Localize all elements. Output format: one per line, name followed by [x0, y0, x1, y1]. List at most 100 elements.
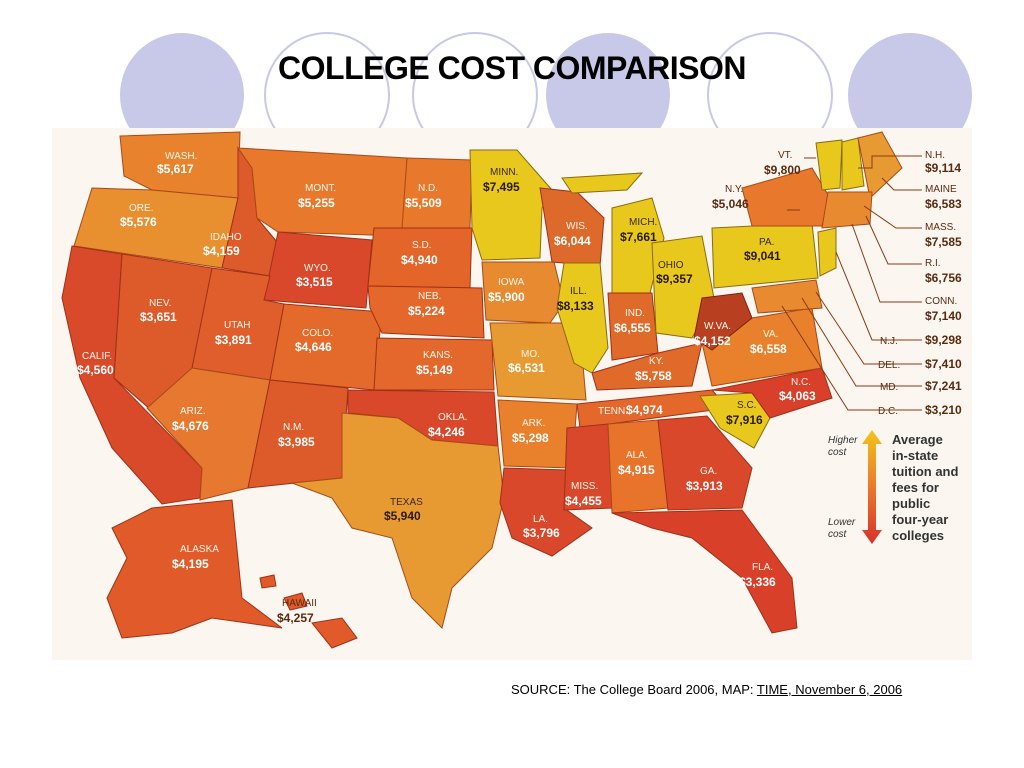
state-kans	[373, 337, 495, 391]
label-ill-cost: $8,133	[557, 299, 594, 313]
label-md-abbr: MD.	[880, 382, 898, 393]
label-mont-cost: $5,255	[298, 196, 335, 210]
label-ky-cost: $5,758	[635, 369, 672, 383]
label-mass-cost: $7,585	[925, 235, 962, 249]
label-va-abbr: VA.	[763, 329, 778, 340]
state-alaska	[106, 499, 283, 639]
legend-heading-4: fees for	[892, 480, 939, 495]
label-vt-cost: $9,800	[764, 163, 801, 177]
state-md-del	[751, 279, 823, 314]
state-nj	[817, 227, 837, 277]
label-texas-abbr: TEXAS	[390, 497, 423, 508]
label-miss-cost: $4,455	[565, 494, 602, 508]
label-la-cost: $3,796	[523, 526, 560, 540]
label-texas-cost: $5,940	[384, 509, 421, 523]
label-mo-cost: $6,531	[508, 361, 545, 375]
label-utah-abbr: UTAH	[224, 320, 250, 331]
decor-circle-5	[707, 32, 833, 140]
label-hawaii-abbr: HAWAII	[282, 598, 317, 609]
state-minn	[469, 149, 553, 261]
legend-gradient-arrow	[862, 430, 882, 544]
label-wis-abbr: WIS.	[566, 221, 588, 232]
label-okla-abbr: OKLA.	[438, 412, 467, 423]
label-sc-abbr: S.C.	[737, 400, 756, 411]
label-minn-abbr: MINN.	[490, 167, 518, 178]
state-nh	[841, 137, 865, 191]
source-link[interactable]: TIME, November 6, 2006	[756, 682, 903, 697]
label-colo-abbr: COLO.	[302, 328, 333, 339]
label-ind-abbr: IND.	[625, 308, 645, 319]
state-vt	[815, 139, 843, 191]
page-title: COLLEGE COST COMPARISON	[278, 50, 746, 86]
label-dc-abbr: D.C.	[878, 406, 898, 417]
legend-higher-1: Higher	[828, 435, 858, 446]
label-ala-abbr: ALA.	[626, 450, 648, 461]
state-nc	[711, 367, 833, 419]
label-colo-cost: $4,646	[295, 340, 332, 354]
label-conn-cost: $7,140	[925, 309, 962, 323]
legend-lower-2: cost	[828, 529, 848, 540]
state-ga	[657, 415, 753, 511]
label-va-cost: $6,558	[750, 342, 787, 356]
callout-line-nh	[858, 155, 922, 169]
legend-heading-5: public	[892, 496, 930, 511]
label-kans-abbr: KANS.	[423, 350, 453, 361]
state-maine	[857, 131, 903, 199]
label-vt-abbr: VT.	[778, 150, 792, 161]
state-fla	[611, 509, 798, 634]
legend-heading-7: colleges	[892, 528, 944, 543]
label-ariz-abbr: ARIZ.	[180, 406, 206, 417]
map-canvas: WASH. $5,617 ORE. $5,576 CALIF. $4,560 N…	[61, 131, 962, 649]
label-nj-abbr: N.J.	[880, 336, 898, 347]
label-calif-cost: $4,560	[77, 363, 114, 377]
label-ky-abbr: KY.	[649, 356, 664, 367]
label-nd-cost: $5,509	[405, 196, 442, 210]
label-ri-cost: $6,756	[925, 271, 962, 285]
label-conn-abbr: CONN.	[925, 296, 957, 307]
label-mo-abbr: MO.	[521, 349, 540, 360]
label-okla-cost: $4,246	[428, 425, 465, 439]
label-ohio-abbr: OHIO	[658, 260, 684, 271]
decor-circle-3	[412, 32, 538, 140]
label-nj-cost: $9,298	[925, 333, 962, 347]
label-neb-abbr: NEB.	[418, 291, 441, 302]
label-nd-abbr: N.D.	[418, 183, 438, 194]
callout-line-nj	[835, 251, 922, 341]
label-pa-cost: $9,041	[744, 249, 781, 263]
callout-line-mass	[863, 205, 922, 229]
label-wash-cost: $5,617	[157, 162, 194, 176]
source-citation: SOURCE: The College Board 2006, MAP: TIM…	[511, 682, 902, 697]
label-mass-abbr: MASS.	[925, 222, 956, 233]
label-ga-abbr: GA.	[700, 466, 717, 477]
callout-line-conn	[851, 223, 922, 303]
label-ill-abbr: ILL.	[570, 286, 587, 297]
label-ri-abbr: R.I.	[925, 258, 941, 269]
state-mich-up	[561, 172, 644, 194]
state-ky	[591, 342, 703, 391]
state-hawaii-1	[311, 617, 358, 649]
label-alaska-abbr: ALASKA	[180, 544, 219, 555]
label-fla-abbr: FLA.	[752, 562, 773, 573]
label-ark-cost: $5,298	[512, 431, 549, 445]
decor-circle-4	[546, 33, 670, 140]
label-alaska-cost: $4,195	[172, 557, 209, 571]
label-ariz-cost: $4,676	[172, 419, 209, 433]
label-minn-cost: $7,495	[483, 180, 520, 194]
label-miss-abbr: MISS.	[571, 481, 598, 492]
decor-circle-2	[264, 32, 390, 140]
state-sc	[699, 392, 771, 449]
label-nc-abbr: N.C.	[791, 377, 811, 388]
label-dc-cost: $3,210	[925, 403, 962, 417]
label-tenn-abbr: TENN.	[598, 406, 628, 417]
label-ny-cost: $5,046	[712, 197, 749, 211]
label-calif-abbr: CALIF.	[82, 351, 112, 362]
label-mich-abbr: MICH.	[629, 217, 657, 228]
state-texas	[291, 412, 505, 629]
label-wva-abbr: W.VA.	[704, 321, 731, 332]
label-md-cost: $7,241	[925, 379, 962, 393]
decorative-circles	[120, 32, 972, 140]
source-prefix: SOURCE: The College Board 2006, MAP:	[511, 682, 757, 697]
label-tenn-cost: $4,974	[626, 403, 663, 417]
callout-line-maine	[881, 177, 922, 191]
legend-heading-3: tuition and	[892, 464, 958, 479]
